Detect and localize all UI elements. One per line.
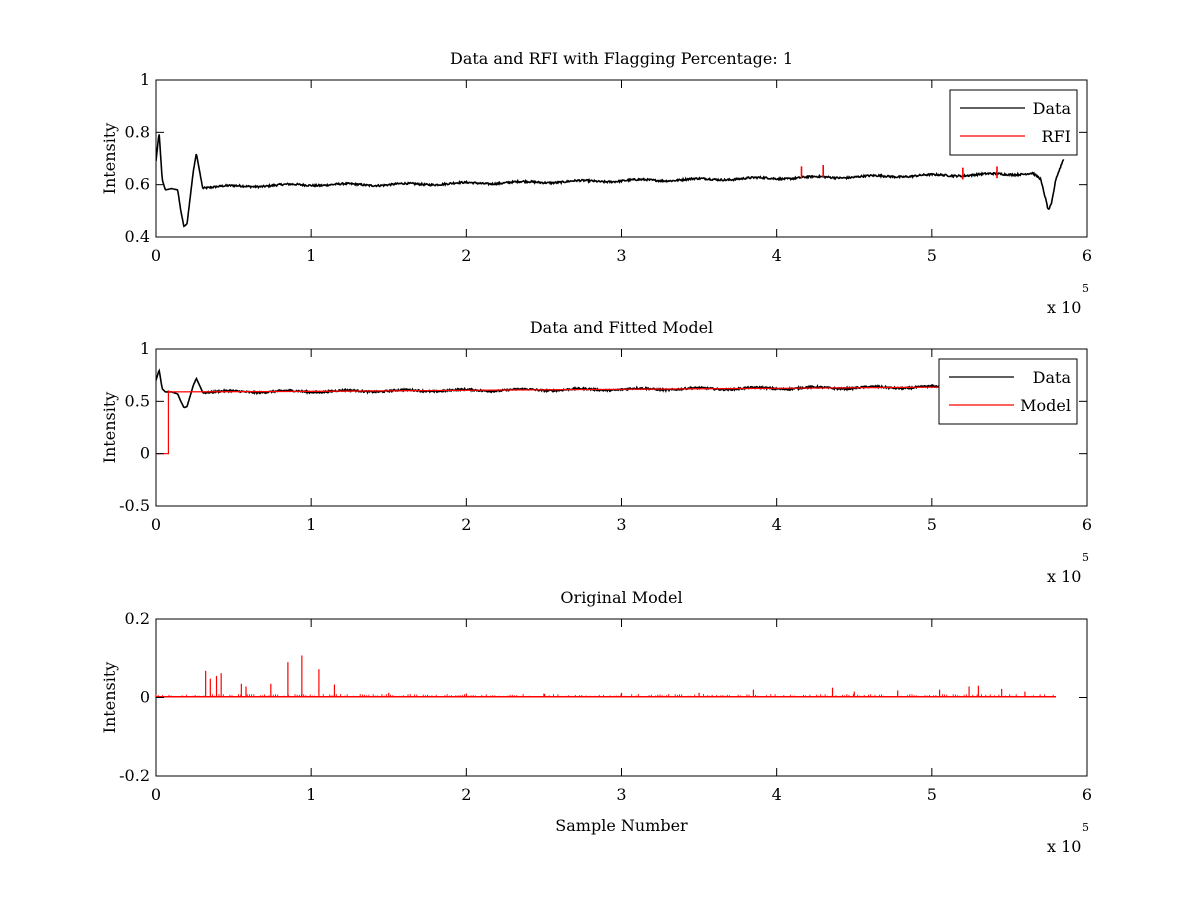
y-axis-label: Intensity bbox=[100, 123, 119, 195]
x-tick-label: 0 bbox=[151, 785, 161, 804]
x-tick-label: 4 bbox=[772, 515, 782, 534]
x-exponent: 5 bbox=[1082, 282, 1089, 295]
y-tick-label: 0.8 bbox=[125, 122, 150, 141]
series-model-line bbox=[156, 385, 1057, 455]
y-tick-label: 0 bbox=[140, 444, 150, 463]
y-tick-label: 1 bbox=[140, 70, 150, 89]
legend-label-rfi: RFI bbox=[1042, 127, 1071, 146]
plot-area bbox=[155, 79, 1088, 238]
y-tick-label: -0.5 bbox=[119, 496, 150, 515]
x-tick-label: 4 bbox=[772, 246, 782, 265]
x-exponent: 5 bbox=[1082, 821, 1089, 834]
chart-title: Data and RFI with Flagging Percentage: 1 bbox=[450, 49, 793, 68]
model-noise bbox=[156, 694, 1056, 698]
x-tick-label: 5 bbox=[927, 785, 937, 804]
y-axis-label: Intensity bbox=[100, 392, 119, 464]
y-axis-label: Intensity bbox=[100, 662, 119, 734]
y-tick-label: 0.4 bbox=[125, 227, 150, 246]
chart-title: Data and Fitted Model bbox=[530, 318, 713, 337]
y-tick-label: -0.2 bbox=[119, 766, 150, 785]
plot-lines bbox=[156, 655, 1056, 698]
y-tick-label: 0.2 bbox=[125, 609, 150, 628]
y-tick-label: 0.5 bbox=[125, 391, 150, 410]
x-tick-label: 5 bbox=[927, 515, 937, 534]
chart-title: Original Model bbox=[560, 588, 682, 607]
x-tick-label: 1 bbox=[306, 515, 316, 534]
x-multiplier: x 10 bbox=[1047, 837, 1081, 856]
x-axis-label: Sample Number bbox=[555, 816, 688, 835]
x-tick-label: 3 bbox=[616, 785, 626, 804]
x-tick-label: 5 bbox=[927, 246, 937, 265]
x-tick-label: 4 bbox=[772, 785, 782, 804]
legend-label-data: Data bbox=[1033, 368, 1072, 387]
legend: Data RFI bbox=[949, 89, 1078, 156]
x-tick-label: 3 bbox=[616, 246, 626, 265]
y-tick-label: 1 bbox=[140, 339, 150, 358]
x-tick-label: 6 bbox=[1082, 785, 1092, 804]
series-data-line bbox=[156, 134, 1065, 228]
x-exponent: 5 bbox=[1082, 551, 1089, 564]
plot-area bbox=[155, 348, 1088, 507]
x-tick-label: 0 bbox=[151, 246, 161, 265]
legend-box bbox=[938, 358, 1078, 425]
plot-lines bbox=[156, 134, 1065, 228]
x-tick-label: 0 bbox=[151, 515, 161, 534]
y-tick-label: 0 bbox=[140, 688, 150, 707]
x-tick-label: 6 bbox=[1082, 246, 1092, 265]
legend-label-data: Data bbox=[1033, 99, 1072, 118]
x-tick-label: 2 bbox=[461, 246, 471, 265]
legend: Data Model bbox=[938, 358, 1078, 425]
x-multiplier: x 10 bbox=[1047, 567, 1081, 586]
x-tick-label: 2 bbox=[461, 785, 471, 804]
x-multiplier: x 10 bbox=[1047, 298, 1081, 317]
x-tick-label: 3 bbox=[616, 515, 626, 534]
x-tick-label: 1 bbox=[306, 785, 316, 804]
subplot-1: 0 1 2 3 4 5 6 0.4 0.6 0.8 1 Data and RFI with Flagg… bbox=[100, 49, 1092, 317]
x-tick-label: 6 bbox=[1082, 515, 1092, 534]
legend-label-model: Model bbox=[1020, 396, 1071, 415]
legend-box bbox=[949, 89, 1078, 156]
x-tick-label: 1 bbox=[306, 246, 316, 265]
plot-lines bbox=[156, 368, 1057, 455]
x-tick-label: 2 bbox=[461, 515, 471, 534]
y-tick-label: 0.6 bbox=[125, 175, 150, 194]
